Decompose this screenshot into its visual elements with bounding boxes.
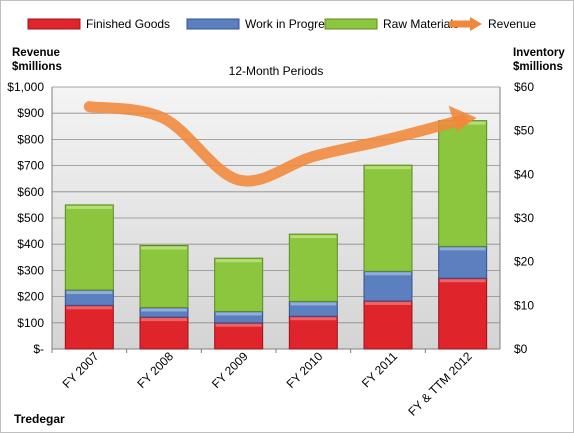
y-right-tick-label: $40 xyxy=(514,167,534,181)
plot-area xyxy=(51,86,501,353)
y-left-tick-label: $700 xyxy=(17,159,44,173)
bar-segment xyxy=(288,233,338,302)
y-left-tick-label: $- xyxy=(33,342,44,356)
legend-label: Revenue xyxy=(488,17,536,31)
y-left-tick-label: $800 xyxy=(17,132,44,146)
legend: Finished Goods Work in Progress Raw Materi… xyxy=(27,17,536,31)
y-left-axis-title-unit: $millions xyxy=(12,61,62,73)
y-right-axis-title: Inventory xyxy=(513,47,565,59)
bar-segment xyxy=(139,316,189,350)
bar-segment-highlight xyxy=(66,291,113,295)
legend-label: Raw Materials xyxy=(383,17,459,31)
bar-segment-highlight xyxy=(215,312,262,316)
bar-segment-highlight xyxy=(439,279,486,283)
x-tick-label: FY 2010 xyxy=(284,349,326,391)
legend-swatch xyxy=(324,18,378,30)
y-right-tick-label: $50 xyxy=(514,124,534,138)
bar-segment-highlight xyxy=(290,302,337,306)
y-left-tick-label: $500 xyxy=(17,211,44,225)
bar-segment-highlight xyxy=(215,259,262,263)
bar-segment-highlight xyxy=(365,272,411,276)
x-tick-label: FY 2009 xyxy=(209,349,251,391)
y-left-axis-title: Revenue xyxy=(12,47,60,59)
x-tick-label: FY & TTM 2012 xyxy=(405,349,475,419)
y-left-tick-label: $600 xyxy=(17,185,44,199)
bar-segment xyxy=(288,315,338,350)
bar-segment xyxy=(363,164,413,272)
bar-segment xyxy=(214,257,264,312)
y-right-axis-title-unit: $millions xyxy=(513,61,563,73)
bar-segment-highlight xyxy=(141,308,187,312)
bar-segment-highlight xyxy=(290,317,337,321)
y-right-tick-label: $30 xyxy=(514,211,534,225)
bar-segment xyxy=(438,277,488,350)
x-tick-label: FY 2008 xyxy=(134,349,176,391)
bar-segment-highlight xyxy=(141,246,187,250)
y-left-tick-label: $400 xyxy=(17,237,44,251)
bar-segment xyxy=(438,245,488,279)
bar-segment xyxy=(438,120,488,247)
y-left-tick-label: $900 xyxy=(17,106,44,120)
legend-item: Finished Goods xyxy=(27,17,170,31)
bar-segment xyxy=(64,204,114,291)
bar-segment-highlight xyxy=(365,301,411,305)
y-left-tick-label: $200 xyxy=(17,290,44,304)
legend-swatch-arrow xyxy=(470,17,482,31)
bar-segment-highlight xyxy=(66,205,113,209)
bar-segment-highlight xyxy=(290,235,337,239)
bar-segment xyxy=(139,245,189,309)
x-tick-label: FY 2011 xyxy=(359,349,400,390)
legend-swatch xyxy=(27,18,81,30)
y-right-tick-label: $20 xyxy=(514,255,534,269)
bar-segment-highlight xyxy=(365,166,411,170)
x-tick-label: FY 2007 xyxy=(60,349,102,391)
chart-subtitle: 12-Month Periods xyxy=(229,64,324,78)
legend-label: Work in Progress xyxy=(245,17,337,31)
y-left-tick-label: $300 xyxy=(17,263,44,277)
y-left-tick-label: $1,000 xyxy=(7,80,44,94)
bar-segment-highlight xyxy=(141,318,187,322)
revenue-arrow-head xyxy=(448,105,477,132)
bar-segment-highlight xyxy=(66,306,113,310)
y-right-tick-label: $60 xyxy=(514,80,534,94)
company-name: Tredegar xyxy=(14,412,65,426)
bar-segment-highlight xyxy=(439,247,486,251)
y-left-tick-label: $100 xyxy=(17,316,44,330)
bar-segment xyxy=(363,300,413,350)
legend-item: Work in Progress xyxy=(186,17,337,31)
legend-swatch xyxy=(186,18,240,30)
legend-item: Revenue xyxy=(448,17,536,31)
bar-segment xyxy=(363,270,413,302)
legend-label: Finished Goods xyxy=(86,17,170,31)
revenue-line xyxy=(83,101,469,187)
bar-segment xyxy=(64,304,114,350)
bar-segment-highlight xyxy=(215,323,262,327)
y-right-tick-label: $0 xyxy=(514,342,528,356)
y-right-tick-label: $10 xyxy=(514,298,534,312)
legend-item: Raw Materials xyxy=(324,17,459,31)
bar-segment xyxy=(214,322,264,350)
